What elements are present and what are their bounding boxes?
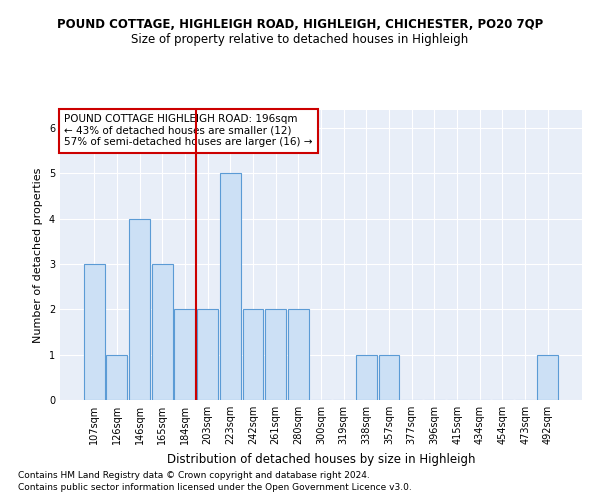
Bar xyxy=(84,264,104,400)
Bar xyxy=(129,219,150,400)
Bar xyxy=(220,174,241,400)
Bar xyxy=(106,354,127,400)
Text: POUND COTTAGE HIGHLEIGH ROAD: 196sqm
← 43% of detached houses are smaller (12)
5: POUND COTTAGE HIGHLEIGH ROAD: 196sqm ← 4… xyxy=(64,114,313,148)
Bar xyxy=(152,264,173,400)
Bar xyxy=(175,310,196,400)
Text: POUND COTTAGE, HIGHLEIGH ROAD, HIGHLEIGH, CHICHESTER, PO20 7QP: POUND COTTAGE, HIGHLEIGH ROAD, HIGHLEIGH… xyxy=(57,18,543,30)
X-axis label: Distribution of detached houses by size in Highleigh: Distribution of detached houses by size … xyxy=(167,452,475,466)
Y-axis label: Number of detached properties: Number of detached properties xyxy=(34,168,43,342)
Text: Contains public sector information licensed under the Open Government Licence v3: Contains public sector information licen… xyxy=(18,484,412,492)
Bar xyxy=(265,310,286,400)
Bar xyxy=(538,354,558,400)
Text: Size of property relative to detached houses in Highleigh: Size of property relative to detached ho… xyxy=(131,32,469,46)
Bar xyxy=(379,354,400,400)
Bar xyxy=(242,310,263,400)
Bar xyxy=(356,354,377,400)
Bar xyxy=(288,310,309,400)
Text: Contains HM Land Registry data © Crown copyright and database right 2024.: Contains HM Land Registry data © Crown c… xyxy=(18,471,370,480)
Bar xyxy=(197,310,218,400)
